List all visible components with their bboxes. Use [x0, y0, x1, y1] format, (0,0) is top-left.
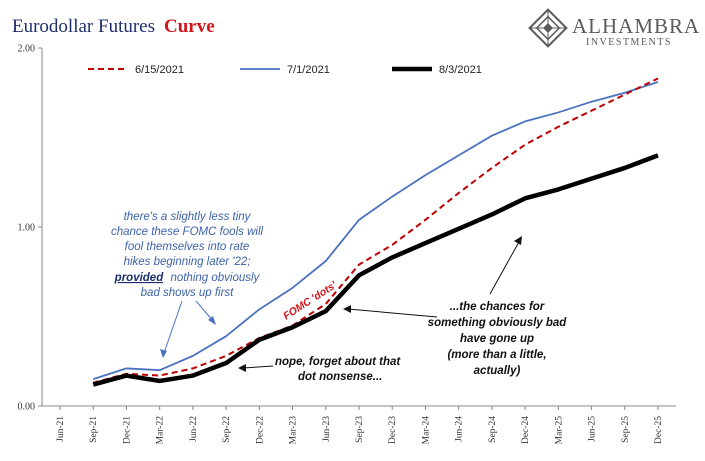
x-tick-label: Mar-23	[289, 416, 299, 445]
chances-arrow-up-head	[514, 236, 522, 245]
x-tick-label: Mar-24	[421, 416, 431, 445]
title-main: Eurodollar Futures	[12, 16, 155, 37]
chances-note-line-2: something obviously bad	[428, 317, 568, 329]
x-tick-label: Dec-23	[388, 416, 398, 444]
x-tick-label: Jun-25	[588, 416, 598, 442]
x-tick-label: Sep-25	[621, 416, 631, 443]
alhambra-logo: ALHAMBRA INVESTMENTS	[528, 8, 700, 48]
y-tick-label: 2.00	[18, 44, 36, 55]
legend-label: 7/1/2021	[287, 64, 330, 76]
x-tick-label: Jun-24	[455, 416, 465, 442]
chart-title: Eurodollar Futures Curve	[12, 16, 215, 37]
series-group	[92, 77, 659, 387]
title-accent: Curve	[164, 16, 215, 37]
blue-note-provided: provided	[114, 272, 165, 284]
x-tick-label: Sep-23	[355, 416, 365, 443]
nope-note-line-2: dot nonsense...	[298, 371, 382, 383]
y-tick-label: 0.00	[18, 402, 36, 413]
annotations: there's a slightly less tiny chance thes…	[111, 211, 567, 383]
chances-note-line-3: have gone up	[460, 333, 534, 345]
chances-arrow-left-head	[343, 305, 351, 313]
blue-note-line-3: fool themselves into rate	[125, 241, 250, 253]
logo-sub: INVESTMENTS	[586, 37, 672, 48]
blue-note-line-1: there's a slightly less tiny	[124, 211, 252, 223]
legend: 6/15/2021 7/1/2021 8/3/2021	[88, 64, 482, 76]
x-tick-label: Dec-21	[122, 416, 132, 444]
blue-note-line-5: provided nothing obviously	[114, 272, 261, 284]
y-tick-label: 1.00	[18, 223, 36, 234]
blue-arrow-1-head	[160, 349, 167, 358]
blue-note: there's a slightly less tiny chance thes…	[111, 211, 264, 358]
nope-arrow	[242, 365, 274, 369]
nope-note-line-1: nope, forget about that	[275, 356, 401, 368]
x-tick-label: Sep-21	[89, 416, 99, 443]
fomc-dots-label: FOMC 'dots'	[281, 279, 339, 323]
chances-note: ...the chances for something obviously b…	[343, 236, 567, 377]
blue-note-nothing: nothing obviously	[170, 272, 260, 284]
series-line	[92, 77, 659, 384]
x-tick-label: Dec-25	[654, 416, 664, 444]
x-tick-label: Mar-25	[554, 416, 564, 445]
x-tick-label: Mar-22	[156, 416, 166, 445]
blue-note-line-6: bad shows up first	[141, 287, 234, 299]
blue-arrow-2-head	[208, 316, 216, 325]
x-tick-label: Dec-22	[255, 416, 265, 444]
blue-arrow-1	[162, 300, 183, 357]
legend-label: 8/3/2021	[439, 64, 482, 76]
series-line	[92, 81, 659, 381]
blue-note-line-2: chance these FOMC fools will	[111, 226, 264, 238]
nope-note: nope, forget about that dot nonsense...	[238, 356, 401, 383]
chances-arrow-left	[347, 308, 438, 318]
logo-diamond-icon	[528, 8, 568, 48]
x-tick-label: Jun-22	[189, 416, 199, 442]
x-tick-label: Sep-24	[488, 416, 498, 443]
axes: 0.00 1.00 2.00 Jun-21 Sep-21 Dec-21 Mar-22 Jun-…	[18, 44, 676, 445]
chances-arrow-up	[489, 239, 521, 295]
x-tick-label: Sep-22	[222, 416, 232, 443]
chances-note-line-1: ...the chances for	[450, 301, 545, 313]
blue-note-line-4: hikes beginning later '22;	[124, 256, 251, 268]
logo-name: ALHAMBRA	[572, 14, 700, 38]
series-line	[92, 153, 659, 387]
x-tick-label: Jun-23	[322, 416, 332, 442]
x-tick-label: Dec-24	[521, 416, 531, 444]
chances-note-line-5: actually)	[474, 365, 521, 377]
nope-arrow-head	[238, 364, 246, 372]
legend-label: 6/15/2021	[135, 64, 184, 76]
chances-note-line-4: (more than a little,	[447, 349, 546, 361]
x-tick-label: Jun-21	[56, 416, 66, 442]
